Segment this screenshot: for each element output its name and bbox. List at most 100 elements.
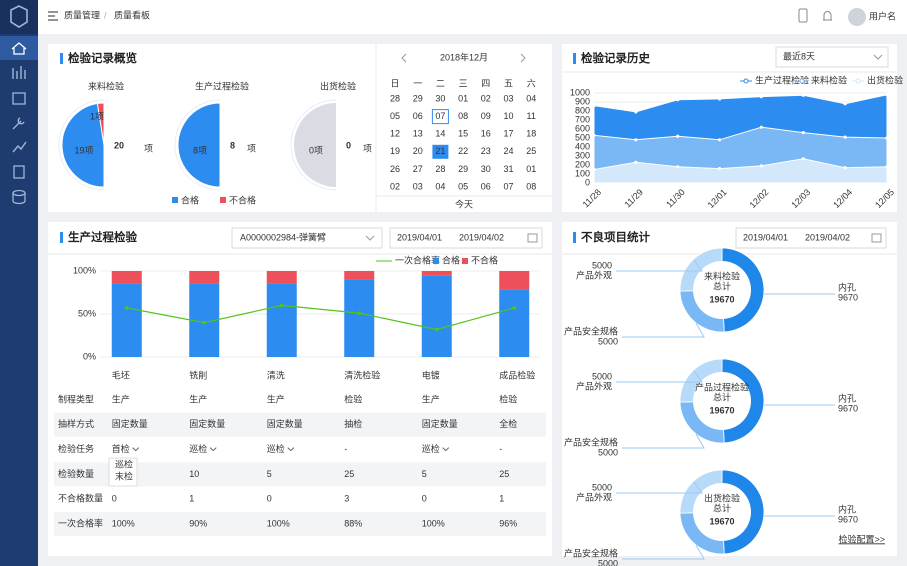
calendar-day[interactable]: 01 (458, 93, 468, 103)
gauge-fail (96, 102, 105, 146)
point (759, 95, 764, 99)
calendar-day[interactable]: 19 (390, 146, 400, 156)
calendar-prev[interactable] (401, 53, 407, 63)
point (676, 134, 680, 138)
nav-flow[interactable] (12, 141, 27, 153)
date-to[interactable]: 2019/04/02 (805, 232, 850, 242)
nav-chart[interactable] (12, 66, 26, 79)
product-select[interactable] (231, 227, 383, 249)
date-range[interactable] (389, 227, 543, 249)
calendar-day[interactable]: 04 (526, 93, 536, 103)
gauge-value-label: 1项 (90, 111, 104, 121)
calendar-day[interactable]: 08 (526, 181, 536, 191)
calendar-next[interactable] (520, 53, 526, 63)
segment-name: 产品安全规格 (564, 325, 618, 336)
legend-swatch (220, 197, 226, 203)
calendar-day[interactable]: 29 (413, 93, 423, 103)
nav-building[interactable] (12, 92, 26, 105)
popup-option[interactable]: 末检 (115, 470, 133, 481)
calendar-day[interactable]: 21 (435, 146, 445, 156)
calendar-day[interactable]: 23 (481, 146, 491, 156)
calendar-day[interactable]: 05 (390, 111, 400, 121)
nav-home[interactable] (11, 42, 27, 55)
nav-tool[interactable] (12, 117, 25, 130)
calendar-day[interactable]: 25 (526, 146, 536, 156)
calendar-day[interactable]: 03 (503, 93, 513, 103)
table-cell: 3 (344, 494, 349, 504)
table-cell: 全检 (499, 418, 517, 429)
calendar-day[interactable]: 02 (481, 93, 491, 103)
calendar-day[interactable]: 03 (413, 181, 423, 191)
calendar-day[interactable]: 29 (458, 164, 468, 174)
table-cell[interactable]: 巡检 (189, 443, 207, 454)
calendar-day[interactable]: 26 (390, 164, 400, 174)
calendar-day[interactable]: 14 (435, 129, 445, 139)
config-link[interactable]: 检验配置>> (838, 533, 885, 544)
date-from[interactable]: 2019/04/01 (397, 232, 442, 242)
calendar-day[interactable]: 10 (503, 111, 513, 121)
date-to[interactable]: 2019/04/02 (459, 232, 504, 242)
bell-icon[interactable] (823, 11, 832, 21)
donut-subtitle: 总计 (713, 391, 731, 402)
calendar-day[interactable]: 20 (413, 146, 423, 156)
calendar-day[interactable]: 12 (390, 129, 400, 139)
calendar-day[interactable]: 11 (527, 111, 536, 121)
calendar-day[interactable]: 24 (503, 146, 513, 156)
range-value[interactable]: 最近8天 (783, 50, 815, 61)
calendar-day[interactable]: 13 (413, 129, 423, 139)
calendar-day[interactable]: 16 (481, 129, 491, 139)
calendar-day[interactable]: 07 (435, 111, 445, 121)
table-cell: 抽检 (344, 418, 362, 429)
calendar-day[interactable]: 28 (435, 164, 445, 174)
nav-clipboard[interactable] (13, 165, 25, 179)
calendar-day[interactable]: 22 (458, 146, 468, 156)
segment-value: 5000 (598, 558, 618, 566)
nav-active[interactable] (0, 36, 38, 60)
calendar-day[interactable]: 09 (481, 111, 491, 121)
logo (10, 5, 28, 28)
calendar-day[interactable]: 17 (503, 129, 513, 139)
user-name[interactable]: 用户名 (869, 10, 896, 21)
calendar-day[interactable]: 28 (390, 93, 400, 103)
calendar-day[interactable]: 07 (503, 181, 513, 191)
legend-label: 来料检验 (811, 74, 847, 85)
calendar-day[interactable]: 02 (390, 181, 400, 191)
range-select[interactable] (775, 46, 889, 68)
calendar-day[interactable]: 01 (526, 164, 536, 174)
calendar-day[interactable]: 31 (503, 164, 513, 174)
cell-arrow (209, 447, 217, 452)
calendar-day[interactable]: 30 (435, 93, 445, 103)
donut-title: 来料检验 (704, 270, 740, 281)
date-from[interactable]: 2019/04/01 (743, 232, 788, 242)
calendar-day[interactable]: 18 (526, 129, 536, 139)
popup-option[interactable]: 巡检 (115, 458, 133, 469)
calendar-day[interactable]: 08 (458, 111, 468, 121)
table-cell[interactable]: 巡检 (422, 443, 440, 454)
calendar-day[interactable]: 05 (458, 181, 468, 191)
x-tick-label: 成品检验 (499, 369, 535, 380)
calendar-day[interactable]: 30 (481, 164, 491, 174)
popup (108, 457, 138, 487)
rate-point (279, 303, 284, 308)
mobile-icon[interactable] (798, 8, 808, 23)
calendar-today[interactable]: 今天 (455, 198, 473, 209)
calendar-day[interactable]: 15 (458, 129, 468, 139)
x-tick-label: 电镀 (422, 369, 440, 380)
date-range[interactable] (735, 227, 887, 249)
table-cell[interactable]: 巡检 (267, 443, 285, 454)
y-tick-label: 1000 (570, 87, 590, 97)
calendar-day[interactable]: 04 (435, 181, 445, 191)
breadcrumb[interactable]: 质量管理 (64, 9, 100, 20)
calendar-day[interactable]: 06 (481, 181, 491, 191)
donut-total: 19670 (709, 294, 734, 304)
table-cell: 5 (422, 469, 427, 479)
avatar[interactable] (848, 8, 866, 26)
calendar-day[interactable]: 27 (413, 164, 423, 174)
table-cell[interactable]: 首检 (112, 443, 130, 454)
product-value[interactable]: A0000002984-弹簧臂 (240, 231, 326, 242)
legend-label: 合格 (181, 194, 199, 205)
calendar-day[interactable]: 06 (413, 111, 423, 121)
point (592, 104, 596, 108)
menu-toggle[interactable] (48, 11, 58, 21)
